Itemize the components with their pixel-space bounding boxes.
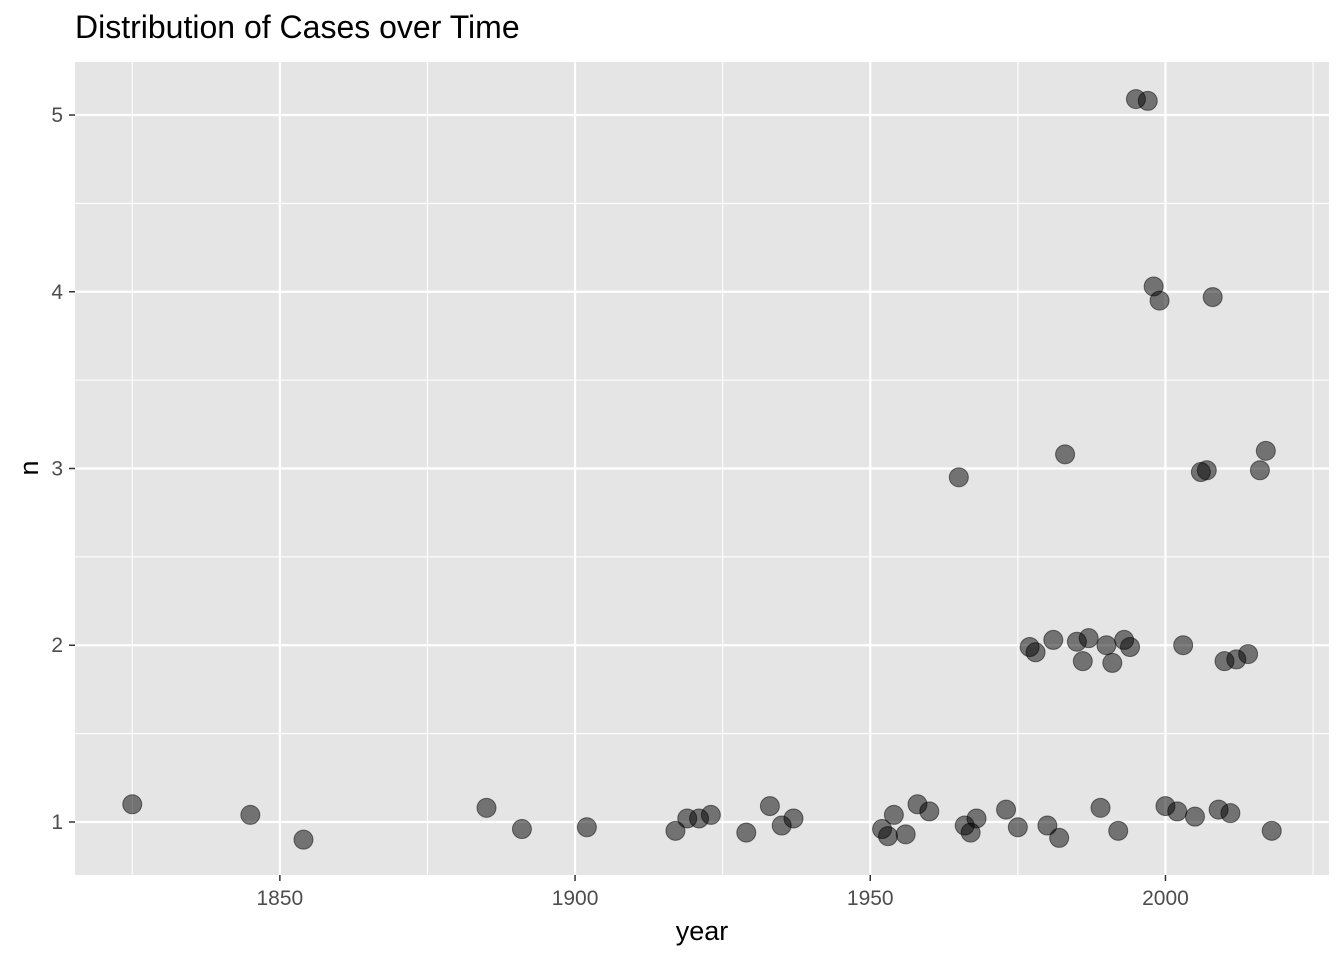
data-point	[1137, 90, 1158, 111]
data-point	[1043, 629, 1064, 650]
data-point	[1049, 827, 1070, 848]
x-tick-label: 1900	[552, 887, 599, 910]
data-point	[1025, 642, 1046, 663]
data-point	[1184, 806, 1205, 827]
data-point	[1202, 287, 1223, 308]
data-point	[736, 822, 757, 843]
data-point	[700, 804, 721, 825]
data-point	[1255, 440, 1276, 461]
data-point	[1196, 460, 1217, 481]
data-point	[966, 808, 987, 829]
data-point	[1261, 820, 1282, 841]
y-tick-label: 4	[51, 281, 63, 304]
data-point	[1096, 635, 1117, 656]
data-point	[1102, 652, 1123, 673]
chart-title: Distribution of Cases over Time	[75, 9, 520, 45]
y-tick-label: 5	[51, 104, 63, 127]
y-tick-label: 3	[51, 458, 63, 481]
data-point	[1078, 628, 1099, 649]
data-point	[665, 820, 686, 841]
data-point	[122, 794, 143, 815]
data-point	[1149, 290, 1170, 311]
x-tick-label: 1950	[847, 887, 894, 910]
data-point	[511, 819, 532, 840]
data-point	[783, 808, 804, 829]
data-point	[759, 796, 780, 817]
data-point	[1037, 815, 1058, 836]
data-point	[895, 824, 916, 845]
data-point	[293, 829, 314, 850]
y-axis-ticks: 1 2 3 4 5	[51, 104, 75, 834]
data-point	[996, 799, 1017, 820]
data-point	[576, 817, 597, 838]
data-points	[122, 89, 1282, 850]
data-point	[948, 467, 969, 488]
data-point	[1220, 803, 1241, 824]
x-axis-ticks: 1850 1900 1950 2000	[257, 875, 1189, 910]
x-tick-label: 2000	[1142, 887, 1189, 910]
data-point	[1120, 637, 1141, 658]
y-tick-label: 2	[51, 634, 63, 657]
x-tick-label: 1850	[257, 887, 304, 910]
data-point	[1007, 817, 1028, 838]
data-point	[1249, 460, 1270, 481]
x-axis-label: year	[676, 916, 729, 946]
data-point	[1108, 820, 1129, 841]
data-point	[240, 804, 261, 825]
data-point	[1238, 644, 1259, 665]
data-point	[1167, 801, 1188, 822]
data-point	[919, 801, 940, 822]
data-point	[476, 797, 497, 818]
data-point	[1072, 651, 1093, 672]
data-point	[1055, 444, 1076, 465]
data-point	[877, 826, 898, 847]
y-axis-label: n	[14, 460, 44, 475]
data-point	[883, 804, 904, 825]
data-point	[1090, 797, 1111, 818]
data-point	[1173, 635, 1194, 656]
y-tick-label: 1	[51, 811, 63, 834]
